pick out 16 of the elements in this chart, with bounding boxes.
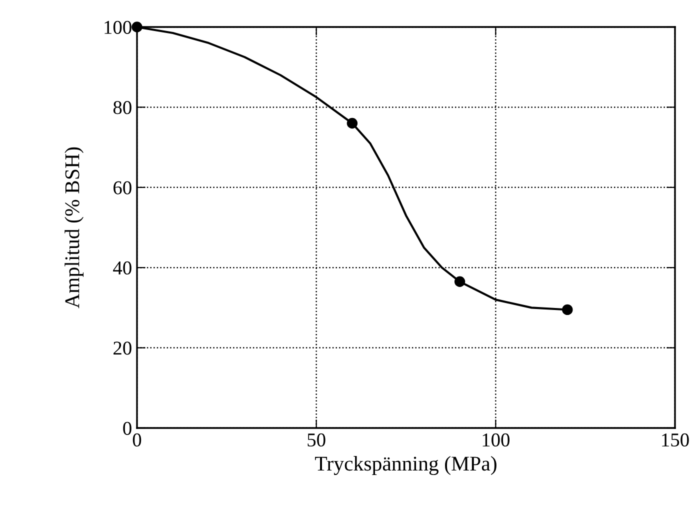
x-tick-label: 0 [132, 433, 142, 447]
x-axis-title: Tryckspänning (MPa) [315, 456, 496, 475]
y-tick-label: 20 [114, 342, 132, 355]
y-tick-label: 60 [114, 181, 132, 194]
y-tick-label: 100 [104, 20, 132, 34]
y-axis-title: Amplitud (% BSH) [64, 147, 84, 308]
point [562, 304, 573, 316]
y-tick-label: 80 [113, 101, 132, 114]
y-tick-label: 0 [123, 422, 132, 435]
point [132, 22, 142, 32]
point [454, 276, 466, 287]
x-tick-label: 150 [662, 433, 689, 447]
point [346, 118, 358, 129]
x-tick-label: 50 [308, 433, 326, 447]
x-tick-label: 100 [482, 433, 510, 447]
y-tick-label: 40 [113, 261, 132, 275]
